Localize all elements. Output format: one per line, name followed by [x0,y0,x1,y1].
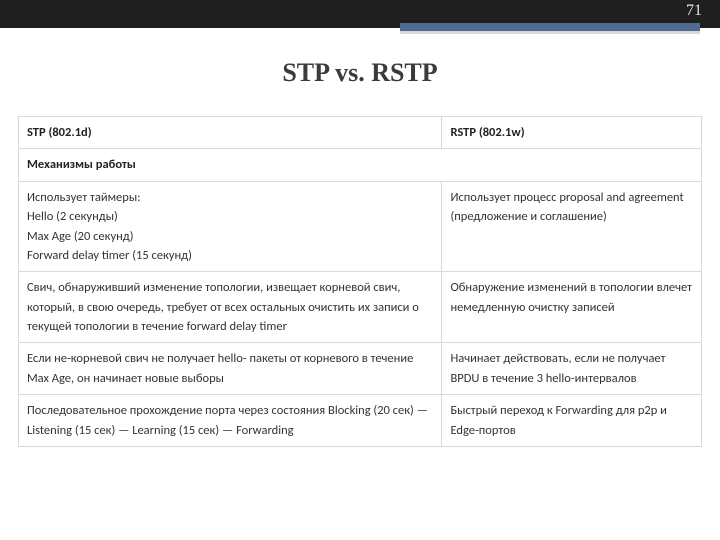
cell-left: Если не-корневой свич не получает hello-… [19,343,442,395]
table-header-row: STP (802.1d) RSTP (802.1w) [19,117,702,149]
cell-left: Использует таймеры: Hello (2 секунды) Ma… [19,181,442,272]
cell-left: Последовательное прохождение порта через… [19,395,442,447]
table-row: Использует таймеры: Hello (2 секунды) Ma… [19,181,702,272]
cell-right: Использует процесс proposal and agreemen… [442,181,702,272]
comparison-table: STP (802.1d) RSTP (802.1w) Механизмы раб… [18,116,702,447]
cell-left: Свич, обнаруживший изменение топологии, … [19,272,442,343]
header-bar-shadow [400,31,700,34]
header-bar-accent [400,23,700,31]
section-row: Механизмы работы [19,149,702,181]
slide-header: 71 [0,0,720,36]
page-number: 71 [686,2,702,20]
table-row: Если не-корневой свич не получает hello-… [19,343,702,395]
cell-right: Начинает действовать, если не получает B… [442,343,702,395]
col-header-stp: STP (802.1d) [19,117,442,149]
cell-right: Быстрый переход к Forwarding для p2p и E… [442,395,702,447]
col-header-rstp: RSTP (802.1w) [442,117,702,149]
section-label: Механизмы работы [19,149,702,181]
table-row: Последовательное прохождение порта через… [19,395,702,447]
table-row: Свич, обнаруживший изменение топологии, … [19,272,702,343]
cell-right: Обнаружение изменений в топологии влечет… [442,272,702,343]
comparison-table-wrap: STP (802.1d) RSTP (802.1w) Механизмы раб… [18,116,702,447]
slide-title: STP vs. RSTP [0,58,720,88]
